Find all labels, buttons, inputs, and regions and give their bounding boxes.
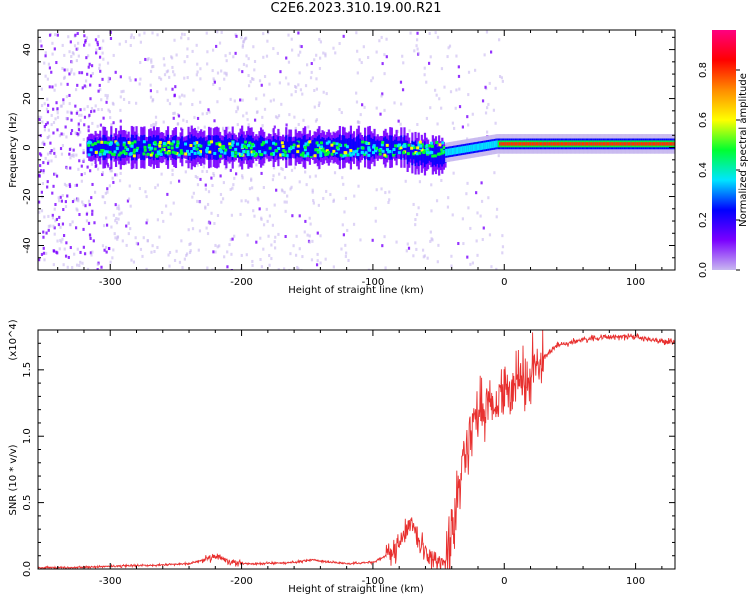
snr-xtick-label: -100 (362, 576, 385, 587)
snr-xtick-label: 100 (626, 576, 645, 587)
heatmap-xtick-label: -100 (362, 277, 385, 288)
snr-ytick-label: 1.5 (22, 362, 33, 378)
heatmap-ytick-label: -20 (22, 188, 33, 204)
snr-xtick-label: 0 (501, 576, 507, 587)
snr-series-line (38, 330, 675, 569)
colorbar (712, 30, 736, 270)
heatmap-ytick-label: 0 (22, 144, 33, 150)
snr-xlabel: Height of straight line (km) (288, 584, 424, 595)
snr-ylabel: SNR (10 * v/v) (8, 444, 19, 515)
heatmap-ytick-label: -40 (22, 237, 33, 253)
snr-xtick-label: -200 (230, 576, 253, 587)
heatmap-plot-area (38, 30, 675, 270)
figure-title: C2E6.2023.310.19.00.R21 (270, 1, 442, 16)
snr-ytick-label: 0.5 (22, 495, 33, 511)
colorbar-tick-label: 0.6 (698, 112, 709, 128)
snr-ytick-label: 1.0 (22, 428, 33, 444)
snr-scale-note: (x10^4) (8, 319, 19, 360)
colorbar-label: Normalized spectral amplitude (738, 73, 749, 227)
snr-chart: -300 -200 -100 0 100 0.0 0.5 1.0 1.5 Height of s… (8, 319, 676, 595)
colorbar-tick-label: 0.2 (698, 212, 709, 228)
heatmap-xtick-label: -300 (99, 277, 122, 288)
colorbar-tick-label: 0.0 (698, 262, 709, 278)
heatmap-ylabel: Frequency (Hz) (8, 112, 19, 188)
colorbar-ticks: 0.0 0.2 0.4 0.6 0.8 (698, 62, 740, 278)
heatmap-band (86, 125, 447, 176)
heatmap-ytick-label: 20 (22, 92, 33, 105)
heatmap-xlabel: Height of straight line (km) (288, 285, 424, 296)
snr-xtick-label: -300 (99, 576, 122, 587)
colorbar-tick-label: 0.4 (698, 162, 709, 178)
snr-axes: -300 -200 -100 0 100 0.0 0.5 1.0 1.5 (22, 330, 675, 587)
snr-plot-area (38, 330, 675, 569)
heatmap-xtick-label: 100 (626, 277, 645, 288)
heatmap-carrier (445, 134, 675, 163)
snr-ytick-label: 0.0 (22, 561, 33, 577)
heatmap-ytick-label: 40 (22, 43, 33, 56)
heatmap-xtick-label: 0 (501, 277, 507, 288)
heatmap-noise (38, 30, 505, 270)
heatmap-xtick-label: -200 (230, 277, 253, 288)
heatmap-frame (37, 29, 676, 271)
colorbar-tick-label: 0.8 (698, 62, 709, 78)
